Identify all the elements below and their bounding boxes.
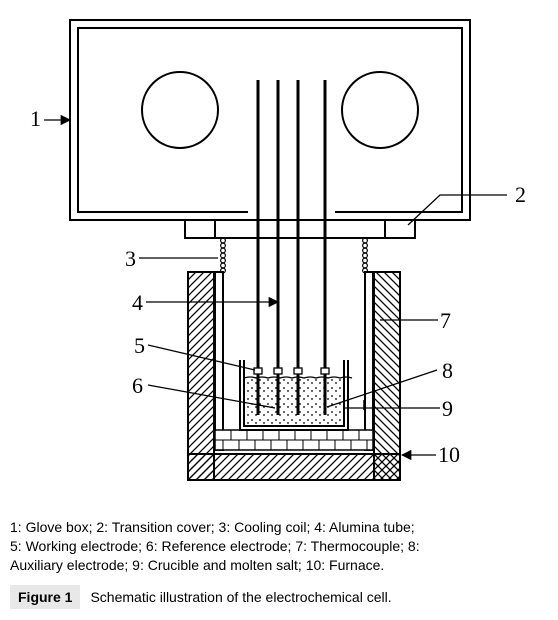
callout-2: 2 — [515, 182, 526, 208]
diagram-container: 1 2 3 4 5 6 7 8 9 10 — [10, 10, 548, 510]
callout-5: 5 — [134, 333, 145, 359]
callout-3: 3 — [125, 246, 136, 272]
callout-10: 10 — [438, 442, 460, 468]
figure-badge: Figure 1 — [10, 585, 80, 609]
legend: 1: Glove box; 2: Transition cover; 3: Co… — [10, 518, 558, 575]
legend-line-2: 5: Working electrode; 6: Reference elect… — [10, 537, 558, 556]
callout-7: 7 — [440, 308, 451, 334]
schematic-svg — [10, 10, 548, 510]
callout-4: 4 — [132, 290, 143, 316]
callout-6: 6 — [132, 373, 143, 399]
figure-caption: Schematic illustration of the electroche… — [90, 589, 391, 605]
legend-line-1: 1: Glove box; 2: Transition cover; 3: Co… — [10, 518, 558, 537]
callout-8: 8 — [442, 358, 453, 384]
legend-line-3: Auxiliary electrode; 9: Crucible and mol… — [10, 556, 558, 575]
callout-1: 1 — [30, 106, 41, 132]
caption-row: Figure 1 Schematic illustration of the e… — [10, 585, 558, 609]
callout-9: 9 — [442, 396, 453, 422]
